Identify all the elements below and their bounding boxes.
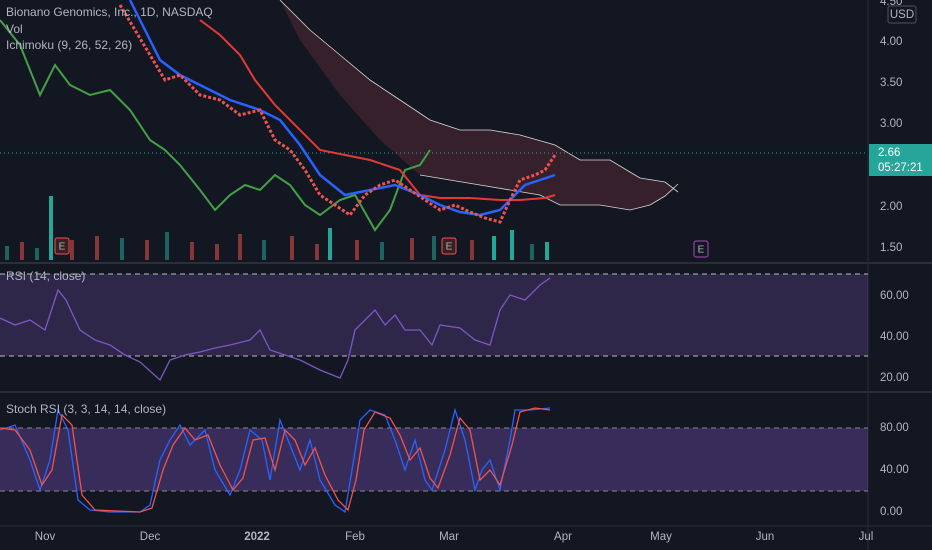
- ichimoku-legend: Ichimoku (9, 26, 52, 26): [6, 38, 132, 52]
- price-tick-label: 3.00: [880, 118, 902, 130]
- stoch-tick-label: 40.00: [880, 464, 909, 476]
- last-price-badge: [869, 144, 932, 176]
- time-label: Dec: [140, 531, 161, 543]
- earnings-label: E: [698, 245, 705, 256]
- price-tick-label: 1.50: [880, 242, 902, 254]
- price-tick-label: 3.50: [880, 77, 902, 89]
- time-label: Feb: [345, 531, 365, 543]
- time-label: Jun: [756, 531, 775, 543]
- time-label: 2022: [244, 531, 270, 543]
- price-candles: [118, 4, 557, 224]
- symbol-title: Bionano Genomics, Inc., 1D, NASDAQ: [6, 5, 213, 19]
- time-label: Mar: [439, 531, 459, 543]
- volume-legend: Vol: [6, 22, 23, 36]
- stoch-k-line: [0, 407, 551, 514]
- earnings-label: E: [59, 242, 66, 253]
- price-tick-label: 4.50: [880, 0, 902, 8]
- rsi-tick-label: 60.00: [880, 290, 909, 302]
- price-tick-label: 2.00: [880, 201, 902, 213]
- rsi-tick-label: 40.00: [880, 331, 909, 343]
- leading-span-b: [419, 174, 679, 211]
- earnings-marker[interactable]: E: [693, 240, 709, 258]
- time-label: May: [650, 531, 672, 543]
- time-label: Jul: [859, 531, 874, 543]
- stoch-tick-label: 80.00: [880, 422, 909, 434]
- currency-label: USD: [890, 9, 914, 21]
- stoch-band: [0, 428, 868, 491]
- time-label: Apr: [554, 531, 572, 543]
- stoch-tick-label: 0.00: [880, 506, 902, 518]
- rsi-line: [0, 277, 551, 382]
- earnings-label: E: [446, 242, 453, 253]
- volume-bars: [5, 196, 549, 260]
- earnings-marker[interactable]: E: [54, 237, 70, 255]
- leading-span-a: [279, 0, 679, 193]
- ichimoku-cloud: [280, 0, 675, 210]
- currency-button[interactable]: [887, 5, 917, 24]
- earnings-marker[interactable]: E: [441, 237, 457, 255]
- rsi-tick-label: 20.00: [880, 372, 909, 384]
- stoch-legend: Stoch RSI (3, 3, 14, 14, close): [6, 402, 166, 416]
- rsi-band: [0, 274, 868, 356]
- lagging-span: [0, 19, 431, 232]
- conversion-line: [128, 0, 556, 217]
- base-line: [199, 19, 556, 201]
- last-price: 2.66: [878, 147, 900, 159]
- stoch-d-line: [0, 407, 551, 513]
- bar-countdown: 05:27:21: [878, 162, 923, 174]
- price-tick-label: 4.00: [880, 36, 902, 48]
- rsi-legend: RSI (14, close): [6, 269, 85, 283]
- time-label: Nov: [35, 531, 56, 543]
